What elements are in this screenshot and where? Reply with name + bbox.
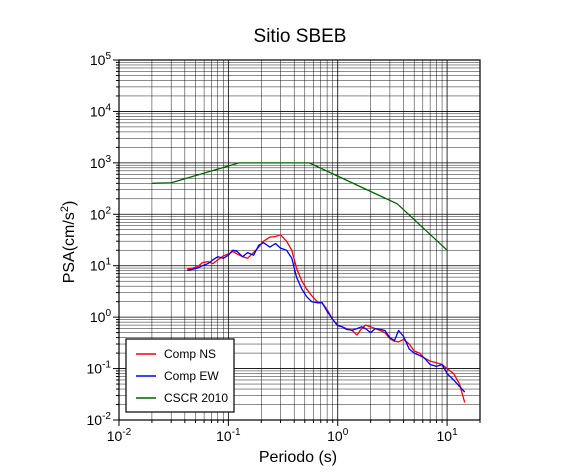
series-line-2 [187,242,466,393]
legend-label: Comp EW [164,369,219,383]
x-tick-label: 100 [327,427,349,444]
grid-lines [118,59,481,421]
y-tick-label: 101 [90,257,112,274]
x-tick-label: 101 [437,427,459,444]
series-line-1 [187,234,466,403]
series-layer [151,162,466,403]
y-tick-label: 102 [90,205,112,222]
legend: Comp NS Comp EW CSCR 2010 [125,338,235,413]
legend-label: CSCR 2010 [164,391,228,405]
y-tick-label: 104 [90,102,112,119]
y-tick-label: 100 [90,308,112,325]
series-line-3 [151,162,448,251]
y-tick-label: 105 [90,51,112,68]
x-axis-label: Periodo (s) [259,449,337,466]
plot-frame [118,59,481,421]
y-tick-label: 10-2 [87,411,112,428]
y-tick-labels: 10-2 10-1 100 101 102 103 104 105 [87,51,112,428]
legend-box [125,338,235,413]
x-tick-label: 10-1 [216,427,241,444]
x-tick-label: 10-2 [107,427,132,444]
y-tick-label: 10-1 [87,360,112,377]
y-tick-label: 103 [90,154,112,171]
y-axis-label: PSA(cm/s2) [59,201,78,284]
x-tick-labels: 10-2 10-1 100 101 [107,427,458,444]
chart-title: Sitio SBEB [254,26,347,47]
legend-label: Comp NS [164,347,216,361]
